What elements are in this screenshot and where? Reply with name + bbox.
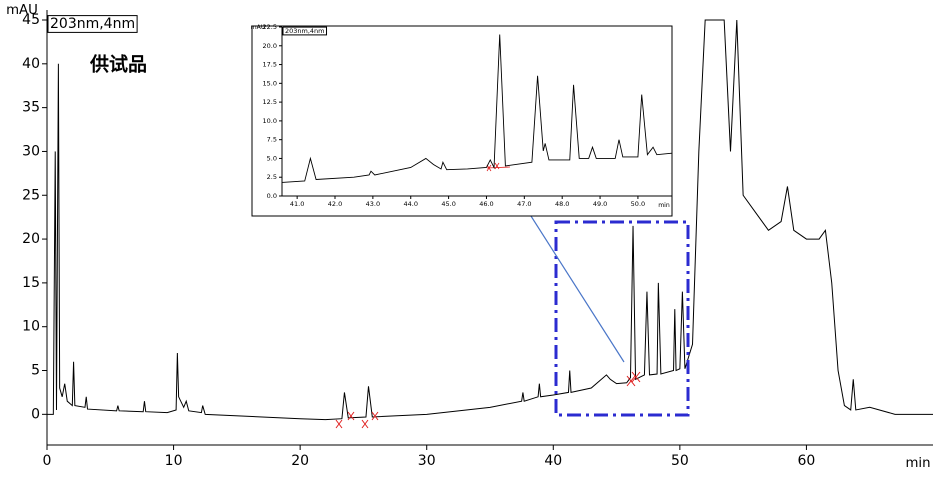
legend-label: 203nm,4nm [50, 16, 135, 32]
y-axis-label: mAU [251, 24, 266, 31]
y-axis-label: mAU [6, 3, 38, 18]
x-tick-label: 49.0 [593, 200, 607, 208]
x-tick-label: 42.0 [328, 200, 342, 208]
y-tick-label: 10.0 [263, 117, 277, 125]
inset-chart: 0.0 2.5 5.0 7.5 10.0 12.5 15.0 17.5 20.0 22.5 41.0… [251, 23, 673, 217]
y-tick-label: 20 [22, 231, 40, 247]
y-tick-label: 35 [22, 100, 40, 116]
annotations [335, 178, 690, 429]
x-tick-label: 50.0 [631, 200, 645, 208]
y-tick-label: 5 [31, 363, 40, 379]
sample-label: 供试品 [89, 53, 147, 76]
y-tick-label: 5.0 [267, 154, 277, 162]
legend-box [282, 26, 328, 36]
x-tick-label: 40 [544, 453, 562, 469]
x-axis-label: min [905, 456, 930, 471]
legend-box [47, 15, 138, 33]
y-tick-label: 15 [22, 275, 40, 291]
y-tick-label: 7.5 [267, 136, 277, 144]
zoom-region [554, 220, 690, 417]
y-tick-label: 17.5 [263, 61, 277, 69]
integration-marks [335, 371, 641, 429]
x-tick-label: 20 [291, 453, 309, 469]
y-tick-label: 20.0 [263, 42, 277, 50]
trace [282, 34, 672, 183]
x-tick-label: 47.0 [517, 200, 531, 208]
y-tick-label: 10 [22, 319, 40, 335]
x-tick-label: 48.0 [555, 200, 569, 208]
x-tick-label: 10 [165, 453, 183, 469]
legend-label: 203nm,4nm [285, 27, 325, 35]
y-tick-label: 0.0 [267, 192, 277, 200]
inset-frame [251, 25, 673, 217]
x-tick-label: 46.0 [479, 200, 493, 208]
y-tick-label: 12.5 [263, 98, 277, 106]
y-tick-label: 45 [22, 12, 40, 28]
trace [47, 19, 933, 421]
main-chart: 0 5 10 15 20 25 30 35 40 45 0 10 20 30 40 50 60 mAU min 供试品… [6, 3, 933, 471]
x-tick-label: 0 [43, 453, 52, 469]
x-tick-label: 60 [798, 453, 816, 469]
y-tick-label: 15.0 [263, 79, 277, 87]
y-tick-label: 22.5 [263, 23, 277, 31]
x-tick-label: 30 [418, 453, 436, 469]
y-tick-label: 30 [22, 143, 40, 159]
inset-integration-marks [486, 162, 511, 172]
y-tick-label: 25 [22, 187, 40, 203]
x-axis-label: min [658, 202, 670, 209]
y-tick-label: 0 [31, 406, 40, 422]
y-tick-label: 2.5 [267, 173, 277, 181]
x-tick-label: 41.0 [290, 200, 304, 208]
x-tick-label: 44.0 [403, 200, 417, 208]
x-tick-label: 45.0 [441, 200, 455, 208]
y-tick-label: 40 [22, 56, 40, 72]
x-tick-label: 43.0 [366, 200, 380, 208]
x-tick-label: 50 [671, 453, 689, 469]
